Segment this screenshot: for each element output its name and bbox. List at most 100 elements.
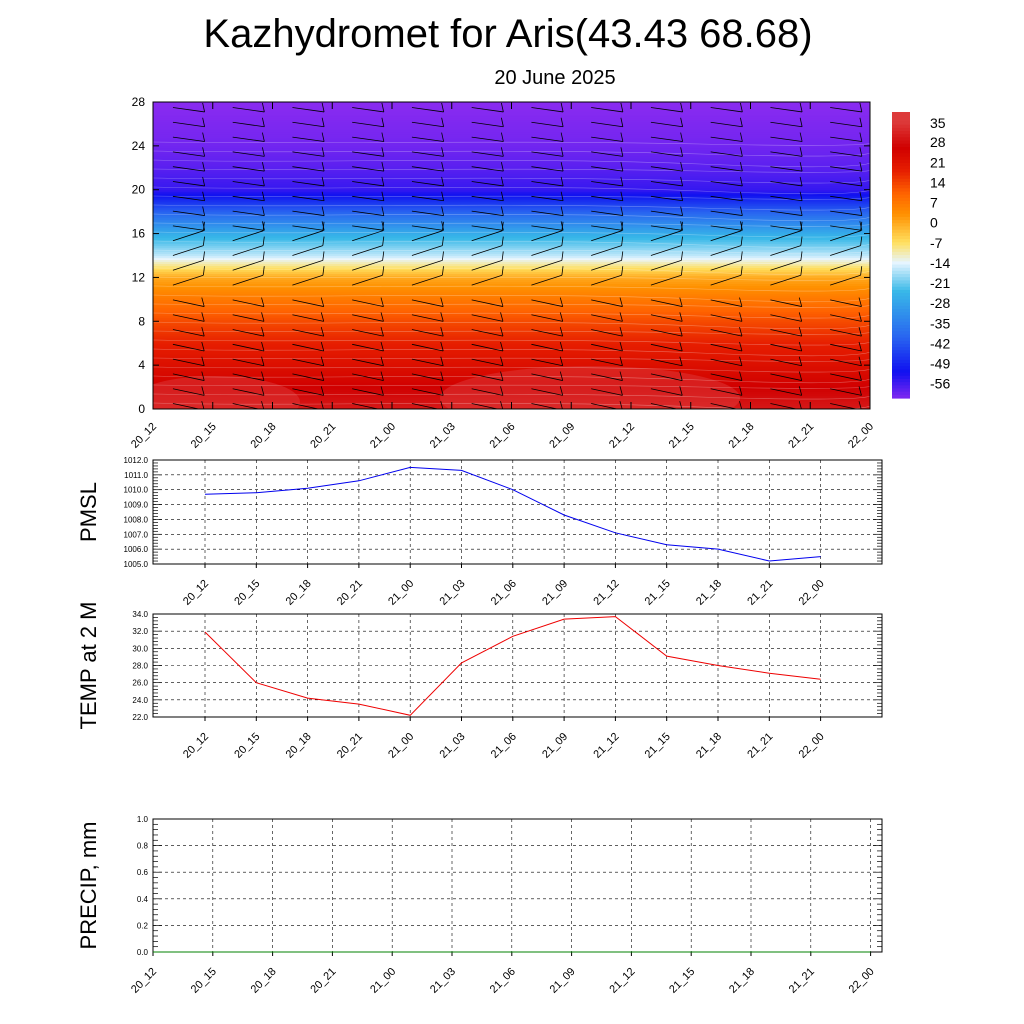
wind-barb-feather	[261, 117, 265, 127]
y-tick-label: 20	[132, 183, 146, 197]
wind-barb	[650, 343, 683, 352]
wind-barb-feather	[799, 102, 803, 113]
wind-barb	[710, 373, 743, 381]
wind-barb	[531, 260, 562, 271]
x-tick-label: 20_18	[284, 731, 314, 761]
colorbar-swatch	[892, 255, 910, 259]
wind-barb-feather	[202, 117, 206, 127]
wind-barb-feather	[320, 312, 325, 322]
wind-barb	[352, 230, 383, 242]
x-tick-label: 20_15	[189, 421, 219, 451]
colorbar-swatch	[892, 172, 910, 177]
colorbar-label: -42	[930, 335, 950, 351]
colorbar-swatch	[892, 226, 910, 231]
wind-barb	[531, 107, 564, 113]
wind-barb-feather	[619, 386, 623, 396]
wind-barb	[411, 388, 444, 396]
colorbar-label: -28	[930, 295, 950, 311]
wind-barb-feather	[261, 191, 265, 201]
wind-barb-feather	[798, 297, 803, 307]
wind-barb-feather	[500, 176, 504, 187]
colorbar-label: 35	[930, 115, 946, 131]
wind-barb	[172, 195, 205, 202]
wind-barb	[591, 314, 623, 322]
heatmap-band	[153, 345, 870, 348]
heatmap-band	[153, 121, 870, 125]
wind-barb	[710, 210, 743, 216]
wind-barb	[531, 245, 562, 256]
wind-barb	[531, 343, 563, 352]
contour-line	[153, 312, 870, 319]
wind-barb-feather	[321, 132, 325, 142]
x-tick-label: 21_15	[667, 966, 697, 996]
heatmap-band	[153, 313, 870, 316]
warm-core	[153, 376, 300, 409]
wind-barb-feather	[201, 312, 205, 322]
colorbar-label: -56	[930, 376, 950, 392]
heatmap-band	[153, 107, 870, 111]
wind-barb	[890, 107, 922, 111]
wind-barb-feather	[680, 266, 683, 276]
colorbar-swatch	[892, 321, 910, 326]
wind-barb	[531, 225, 564, 231]
wind-barb-feather	[262, 266, 265, 276]
wind-barb-feather	[679, 297, 683, 307]
wind-barb-feather	[739, 117, 743, 127]
wind-barb-feather	[799, 147, 803, 157]
x-tick-label: 20_21	[335, 578, 365, 608]
wind-barb-feather	[919, 298, 921, 307]
wind-barb	[471, 121, 504, 128]
wind-barb-feather	[501, 236, 504, 246]
heatmap-band	[153, 113, 870, 117]
wind-barb	[591, 225, 623, 231]
wind-barb-feather	[441, 206, 445, 216]
wind-barb	[830, 329, 862, 337]
wind-barb-feather	[322, 251, 325, 261]
wind-barb-feather	[621, 266, 624, 276]
pmsl-panel: 1005.0 1006.0 1007.0 1008.0 1009.0 1010.0 1011…	[76, 456, 883, 608]
wind-barb-feather	[859, 147, 863, 157]
wind-barb-feather	[382, 266, 385, 276]
wind-barb	[830, 314, 862, 322]
wind-barb	[172, 225, 205, 231]
wind-barb	[770, 274, 801, 286]
y-tick-label: 32.0	[132, 627, 148, 636]
wind-barb	[172, 373, 205, 381]
wind-barb	[172, 121, 205, 128]
wind-barb	[531, 358, 563, 367]
colorbar-swatch	[892, 382, 910, 386]
wind-barb-feather	[858, 297, 862, 307]
wind-barb	[650, 166, 683, 172]
wind-barb	[232, 329, 265, 337]
wind-barb-feather	[919, 372, 921, 381]
wind-barb-feather	[920, 147, 922, 156]
wind-barb	[471, 260, 503, 271]
wind-barb-feather	[860, 251, 863, 261]
wind-barb-feather	[441, 132, 445, 142]
heatmap-band	[153, 367, 870, 370]
heatmap-band	[153, 327, 870, 330]
colorbar-swatch	[892, 366, 910, 370]
colorbar-swatch	[892, 150, 910, 154]
wind-barb	[591, 210, 623, 216]
x-tick-label: 21_00	[386, 731, 416, 761]
wind-barb	[770, 121, 803, 128]
colorbar-swatch	[892, 251, 910, 256]
wind-barb-feather	[920, 118, 922, 127]
heatmap-band	[153, 357, 870, 360]
wind-barb	[830, 181, 862, 187]
wind-barb	[232, 230, 264, 242]
wind-barb-feather	[500, 206, 504, 216]
colorbar-swatch	[892, 280, 910, 285]
wind-barb	[531, 299, 563, 307]
wind-barb-feather	[740, 251, 743, 261]
heatmap-band	[153, 185, 870, 189]
wind-barb-feather	[858, 386, 862, 396]
wind-barb-feather	[679, 371, 683, 381]
x-tick-label: 21_03	[438, 731, 468, 761]
colorbar-swatch	[892, 318, 910, 323]
colorbar-swatch	[892, 328, 910, 332]
wind-barb	[292, 403, 321, 409]
wind-barb	[411, 373, 444, 381]
wind-barb-feather	[202, 266, 205, 276]
